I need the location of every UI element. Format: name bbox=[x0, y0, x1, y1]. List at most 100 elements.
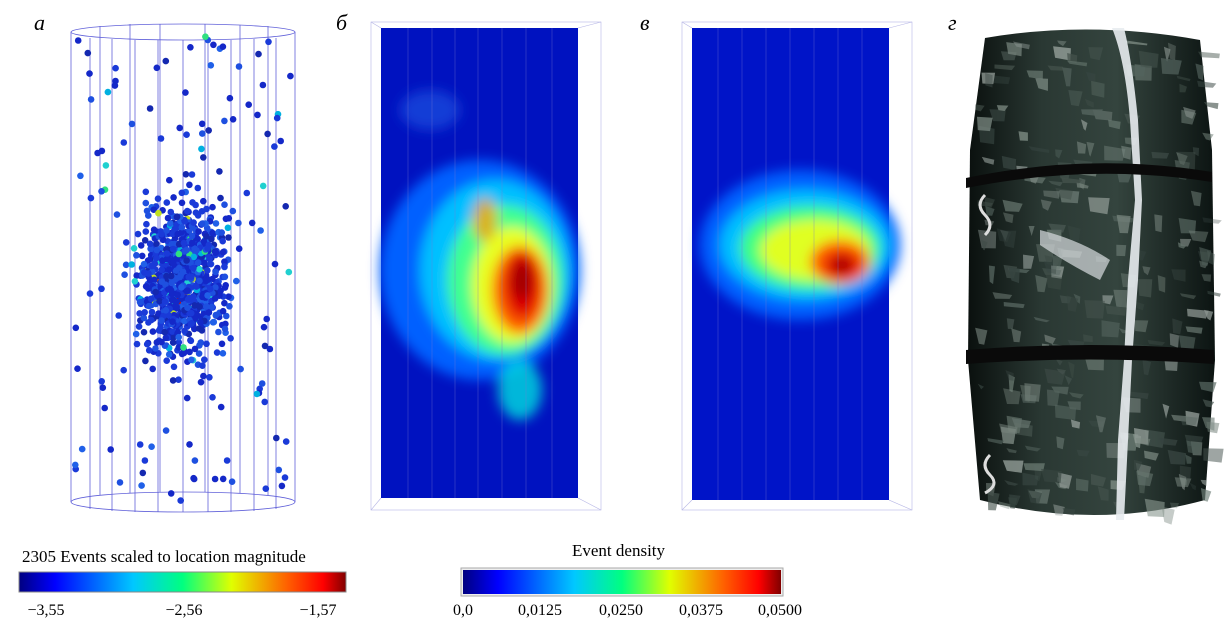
event-point bbox=[177, 497, 184, 504]
event-point bbox=[219, 350, 227, 357]
event-point bbox=[140, 314, 148, 322]
event-point bbox=[217, 403, 225, 411]
event-point bbox=[148, 262, 156, 270]
event-point bbox=[212, 268, 219, 276]
event-point bbox=[164, 214, 172, 222]
event-point bbox=[225, 234, 232, 241]
event-point bbox=[277, 137, 285, 145]
event-point bbox=[74, 37, 82, 44]
events-colorbar-tick-max: −1,57 bbox=[299, 602, 337, 619]
event-point bbox=[116, 479, 124, 486]
event-point bbox=[153, 339, 161, 346]
event-point bbox=[209, 394, 216, 401]
event-point bbox=[263, 315, 271, 323]
event-point bbox=[198, 220, 206, 227]
event-point bbox=[142, 357, 149, 365]
event-point bbox=[223, 457, 231, 464]
event-point bbox=[197, 319, 204, 326]
event-point bbox=[158, 266, 165, 274]
event-point bbox=[122, 239, 130, 246]
event-point bbox=[195, 325, 203, 332]
event-point bbox=[187, 320, 194, 328]
event-point bbox=[221, 117, 228, 125]
event-point bbox=[102, 162, 110, 169]
density-slice-b bbox=[370, 21, 602, 511]
event-point bbox=[87, 194, 95, 202]
event-point bbox=[173, 213, 181, 220]
event-point bbox=[202, 277, 210, 285]
event-point bbox=[142, 199, 150, 207]
event-point bbox=[174, 291, 181, 299]
event-point bbox=[218, 340, 226, 348]
event-point bbox=[229, 207, 237, 215]
event-point bbox=[149, 328, 157, 335]
event-point bbox=[213, 349, 221, 356]
event-point bbox=[275, 466, 283, 474]
event-point bbox=[194, 184, 202, 192]
event-point bbox=[200, 154, 207, 161]
event-point bbox=[138, 482, 145, 489]
event-point bbox=[150, 226, 158, 233]
event-point bbox=[219, 248, 227, 256]
event-point bbox=[132, 330, 140, 338]
event-point bbox=[142, 283, 150, 290]
event-point bbox=[191, 325, 198, 333]
event-point bbox=[141, 309, 148, 316]
event-point bbox=[191, 345, 199, 353]
event-point bbox=[153, 254, 160, 262]
event-point bbox=[191, 302, 198, 309]
event-point bbox=[188, 232, 196, 240]
event-point bbox=[207, 62, 215, 69]
event-point bbox=[226, 303, 233, 310]
event-point bbox=[209, 203, 216, 211]
event-point bbox=[162, 57, 170, 65]
panel-label-g: г bbox=[948, 10, 957, 35]
event-point bbox=[113, 211, 121, 218]
event-point bbox=[200, 197, 207, 205]
event-point bbox=[174, 230, 181, 238]
event-point bbox=[198, 120, 206, 128]
event-point bbox=[146, 105, 154, 112]
event-point bbox=[255, 50, 262, 58]
event-point bbox=[130, 245, 138, 252]
event-point bbox=[187, 44, 194, 51]
density-colorbar-tick-2: 0,0250 bbox=[599, 602, 643, 619]
event-point bbox=[178, 284, 185, 291]
event-point bbox=[271, 143, 278, 150]
event-point bbox=[169, 328, 176, 335]
event-point bbox=[173, 267, 180, 274]
event-point bbox=[219, 237, 226, 245]
event-point bbox=[203, 303, 210, 310]
event-point bbox=[170, 363, 178, 371]
event-point bbox=[225, 293, 232, 301]
event-point bbox=[208, 303, 215, 311]
event-point bbox=[143, 220, 150, 228]
event-point bbox=[128, 261, 135, 268]
event-point bbox=[200, 238, 208, 245]
event-point bbox=[237, 365, 244, 373]
event-point bbox=[72, 461, 79, 469]
events-colorbar bbox=[18, 571, 347, 593]
event-point bbox=[153, 246, 161, 254]
event-point bbox=[215, 328, 222, 336]
event-point bbox=[248, 219, 256, 227]
event-point bbox=[211, 475, 219, 483]
event-point bbox=[178, 199, 186, 207]
event-point bbox=[175, 333, 182, 341]
event-point bbox=[147, 245, 154, 253]
event-point bbox=[194, 259, 202, 266]
event-point bbox=[262, 485, 270, 493]
event-point bbox=[167, 490, 175, 497]
event-point bbox=[133, 252, 140, 259]
event-point bbox=[217, 194, 224, 202]
event-point bbox=[141, 457, 149, 464]
event-point bbox=[180, 349, 188, 357]
event-point bbox=[181, 247, 189, 255]
event-point bbox=[141, 237, 149, 244]
event-point bbox=[198, 145, 205, 153]
event-point bbox=[167, 286, 175, 294]
event-point bbox=[183, 394, 191, 402]
event-point bbox=[154, 195, 162, 202]
event-point bbox=[205, 309, 213, 316]
event-point bbox=[133, 340, 141, 348]
